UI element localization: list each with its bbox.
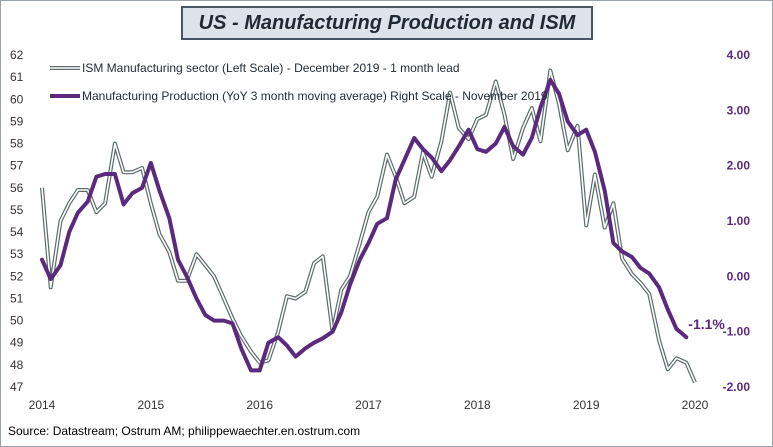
right-axis-tick-label: 0.00 [727, 269, 751, 283]
left-axis-tick-label: 56 [10, 181, 24, 195]
right-axis-tick-label: 1.00 [727, 214, 751, 228]
left-axis-tick-label: 61 [10, 70, 24, 84]
left-axis-tick-label: 62 [10, 48, 24, 62]
right-axis-tick-label: 2.00 [727, 159, 751, 173]
x-axis-tick-label: 2014 [29, 398, 56, 412]
left-axis-tick-label: 54 [10, 225, 24, 239]
legend-production-label: Manufacturing Production (YoY 3 month mo… [82, 89, 548, 103]
left-axis-tick-label: 52 [10, 269, 24, 283]
right-axis-tick-label: 3.00 [727, 103, 751, 117]
x-axis-tick-label: 2018 [464, 398, 491, 412]
right-axis-tick-label: -2.00 [723, 380, 751, 394]
left-axis-tick-label: 55 [10, 203, 24, 217]
chart-title: US - Manufacturing Production and ISM [198, 11, 576, 34]
x-axis-tick-label: 2016 [246, 398, 273, 412]
left-axis-tick-label: 60 [10, 92, 24, 106]
x-axis-tick-label: 2020 [682, 398, 709, 412]
chart-title-box: US - Manufacturing Production and ISM [181, 6, 593, 40]
right-axis-tick-label: 4.00 [727, 48, 751, 62]
ism-series-line [40, 68, 697, 384]
left-axis-tick-label: 51 [10, 291, 24, 305]
source-note: Source: Datastream; Ostrum AM; philippew… [8, 424, 361, 438]
left-axis-tick-label: 57 [10, 159, 24, 173]
left-axis-tick-label: 48 [10, 358, 24, 372]
x-axis-tick-label: 2015 [137, 398, 164, 412]
production-series-line [40, 77, 689, 373]
right-axis-tick-label: -1.00 [723, 325, 751, 339]
left-axis-tick-label: 49 [10, 336, 24, 350]
ism-series-line-inner [41, 69, 696, 383]
x-axis-tick-label: 2017 [355, 398, 382, 412]
left-axis-tick-label: 58 [10, 137, 24, 151]
x-axis-tick-label: 2019 [573, 398, 600, 412]
series-end-annotation: -1.1% [688, 316, 725, 332]
left-axis-tick-label: 47 [10, 380, 24, 394]
left-axis-tick-label: 50 [10, 314, 24, 328]
left-axis-tick-label: 53 [10, 247, 24, 261]
legend-ism-label: ISM Manufacturing sector (Left Scale) - … [82, 61, 460, 75]
left-axis-tick-label: 59 [10, 114, 24, 128]
